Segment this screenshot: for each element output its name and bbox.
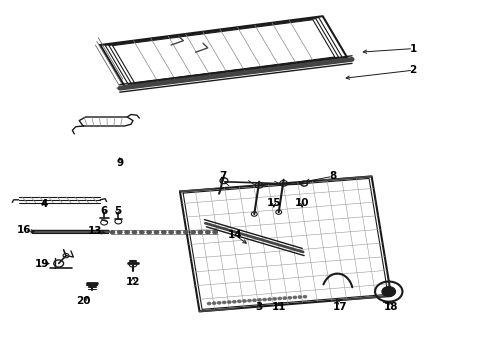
Text: 13: 13: [88, 226, 102, 237]
Text: 9: 9: [116, 158, 123, 168]
Circle shape: [212, 230, 217, 234]
Text: 2: 2: [409, 65, 416, 75]
Circle shape: [154, 230, 159, 234]
Text: 19: 19: [34, 258, 49, 269]
Circle shape: [292, 296, 296, 299]
Circle shape: [217, 301, 221, 304]
Text: 5: 5: [114, 206, 121, 216]
Circle shape: [252, 299, 256, 302]
Circle shape: [257, 298, 261, 301]
Circle shape: [146, 230, 151, 234]
Circle shape: [168, 230, 173, 234]
Text: 11: 11: [271, 302, 285, 312]
Text: 8: 8: [328, 171, 335, 181]
Circle shape: [212, 302, 216, 305]
Text: 3: 3: [255, 302, 262, 312]
Circle shape: [124, 230, 129, 234]
Circle shape: [176, 230, 181, 234]
Text: 1: 1: [409, 44, 416, 54]
Circle shape: [297, 296, 301, 298]
Circle shape: [282, 297, 286, 300]
Text: 16: 16: [17, 225, 32, 235]
Circle shape: [232, 300, 236, 303]
Text: 17: 17: [332, 302, 346, 312]
Text: 18: 18: [383, 302, 398, 312]
Circle shape: [110, 230, 115, 234]
Circle shape: [267, 298, 271, 301]
Circle shape: [303, 295, 306, 298]
Circle shape: [287, 296, 291, 299]
Text: 12: 12: [125, 276, 140, 287]
Text: 20: 20: [76, 296, 90, 306]
Text: 10: 10: [294, 198, 309, 208]
Circle shape: [117, 230, 122, 234]
Text: 6: 6: [101, 206, 107, 216]
Text: 15: 15: [266, 198, 281, 208]
Circle shape: [132, 230, 137, 234]
Circle shape: [205, 230, 210, 234]
Circle shape: [161, 230, 166, 234]
Circle shape: [190, 230, 195, 234]
Circle shape: [198, 230, 203, 234]
Circle shape: [262, 298, 266, 301]
Text: 7: 7: [219, 171, 226, 181]
Circle shape: [242, 300, 246, 302]
Circle shape: [272, 297, 276, 300]
Circle shape: [227, 301, 231, 303]
Circle shape: [237, 300, 241, 303]
Text: 4: 4: [40, 199, 48, 210]
Circle shape: [277, 297, 281, 300]
Text: 14: 14: [227, 230, 242, 240]
Circle shape: [247, 299, 251, 302]
Circle shape: [139, 230, 144, 234]
Circle shape: [381, 287, 395, 297]
Circle shape: [207, 302, 211, 305]
Circle shape: [222, 301, 226, 304]
Circle shape: [183, 230, 188, 234]
